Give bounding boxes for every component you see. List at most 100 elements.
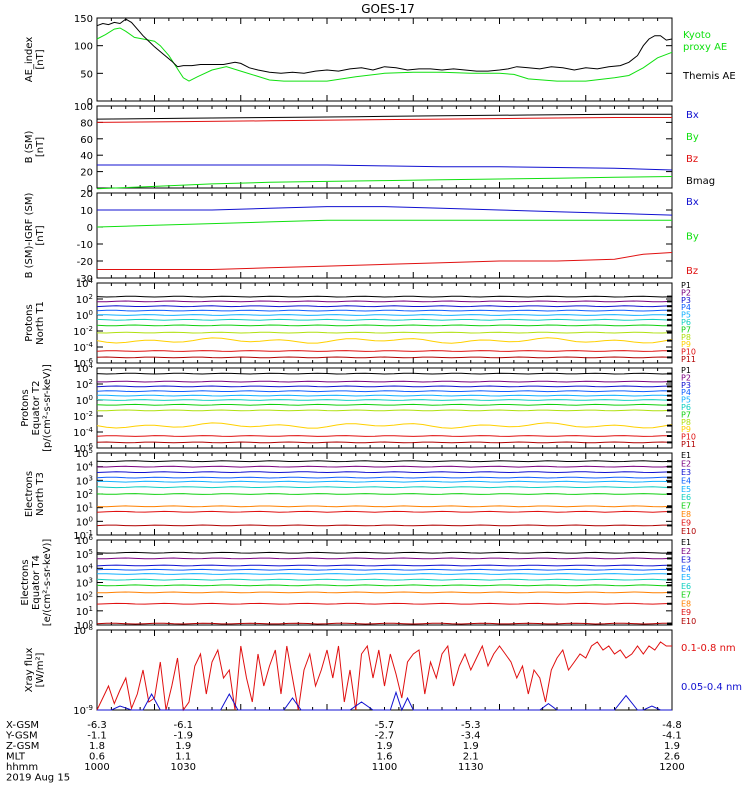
series-line-themis-ae [96,18,673,74]
y-tick-label: 100 [76,394,93,407]
panel-frame [96,17,673,102]
y-tick-label: 104 [76,562,94,575]
level-line-e5 [97,480,673,483]
series-line-by [96,219,672,228]
orbit-row-label: hhmm [6,762,38,773]
y-tick-label: 10 [80,206,93,217]
y-tick-label: 10-2 [73,410,93,423]
level-line-e1 [96,551,673,554]
y-axis-label: Equator T4 [31,555,42,610]
legend-entry: Bz [686,154,698,165]
y-tick-exponent: 0 [89,309,93,317]
legend-entry: P8 [681,333,691,342]
y-tick-label: 20 [80,189,93,200]
legend-entry: P7 [681,325,691,334]
panel-frame [96,192,673,279]
legend-entry: E3 [681,468,691,477]
level-line-p1 [96,295,673,298]
legend-entry: E1 [681,451,691,460]
level-line-e4 [96,568,673,571]
legend-entry: P1 [681,366,691,375]
y-tick-label: 101 [76,502,93,515]
legend-entry: E5 [681,573,691,582]
legend-entry: P1 [681,281,691,290]
y-tick-exponent: -4 [86,341,94,349]
orbit-row-value: -4.8 [662,720,682,731]
y-tick-label: 20 [80,168,93,179]
y-tick-label: 0 [87,97,93,108]
orbit-row-value: 2.1 [463,752,479,763]
legend-entry: P6 [681,318,691,327]
level-line-p5 [97,314,673,316]
y-tick-exponent: -9 [86,704,93,712]
y-tick-exponent: 2 [89,591,93,599]
y-tick-label: 0 [87,184,93,195]
y-tick-label: 10-8 [73,624,93,637]
y-tick-exponent: 4 [89,562,94,570]
orbit-row-label: Y-GSM [5,731,38,742]
level-line-p2 [97,380,673,383]
y-axis-label: Xray flux [24,648,35,693]
y-tick-label: 150 [74,14,93,25]
level-line-p3 [96,305,673,308]
orbit-row-value: 0.6 [89,752,105,763]
level-line-e6 [96,486,673,489]
legend-entry: P2 [681,288,691,297]
y-axis-label: Protons [24,304,35,341]
level-line-p5 [97,394,673,397]
y-tick-label: 100 [74,102,93,113]
legend-entry: P11 [681,440,696,449]
level-line-p11 [96,441,673,444]
level-line-e9 [96,510,673,513]
legend-entry: P8 [681,418,691,427]
orbit-row-label: MLT [6,752,26,763]
legend-entry: P5 [681,311,691,320]
level-line-e2 [96,557,673,560]
legend-entry: E4 [681,564,691,573]
panel-frame [96,629,673,711]
y-tick-label: 104 [76,277,94,290]
y-tick-label: 10-4 [73,426,93,439]
date-label: 2019 Aug 15 [6,773,70,784]
y-tick-label: 60 [80,135,93,146]
y-tick-exponent: 2 [89,293,93,301]
y-tick-label: -20 [77,257,93,268]
orbit-row-value: -5.3 [461,720,481,731]
level-line-e1 [96,460,673,463]
level-line-p7 [96,403,672,406]
level-line-e6 [96,578,673,581]
legend-entry: E6 [681,582,691,591]
y-tick-exponent: -1 [86,529,93,537]
y-tick-label: 100 [76,515,93,528]
orbit-row-value: 1.8 [89,741,105,752]
series-line-bz [96,117,672,123]
level-line-p10 [96,435,672,437]
series-line-by [96,176,673,190]
level-line-p11 [96,356,673,359]
y-axis-label: Equator T2 [31,381,42,436]
y-tick-exponent: 0 [89,394,93,402]
level-line-e3 [96,471,673,474]
y-tick-exponent: 5 [89,447,93,455]
legend-entry: P9 [681,425,691,434]
y-tick-exponent: 1 [89,605,93,613]
y-tick-exponent: 2 [89,488,93,496]
y-tick-exponent: 3 [89,474,93,482]
orbit-row-value: 1.9 [377,741,393,752]
series-line-bz [97,252,673,270]
orbit-row-value: 2.6 [664,752,680,763]
legend-entry: E1 [681,538,691,547]
orbit-row-value: -1.1 [87,731,107,742]
level-line-e10 [96,622,672,625]
y-axis-label: [nT] [35,137,46,157]
legend-entry: E2 [681,547,691,556]
level-line-p9 [96,337,673,344]
orbit-row-value: 1000 [84,762,109,773]
y-axis-label: B (SM)-IGRF (SM) [24,193,35,279]
y-tick-label: 80 [80,118,93,129]
y-tick-label: 106 [76,534,94,547]
